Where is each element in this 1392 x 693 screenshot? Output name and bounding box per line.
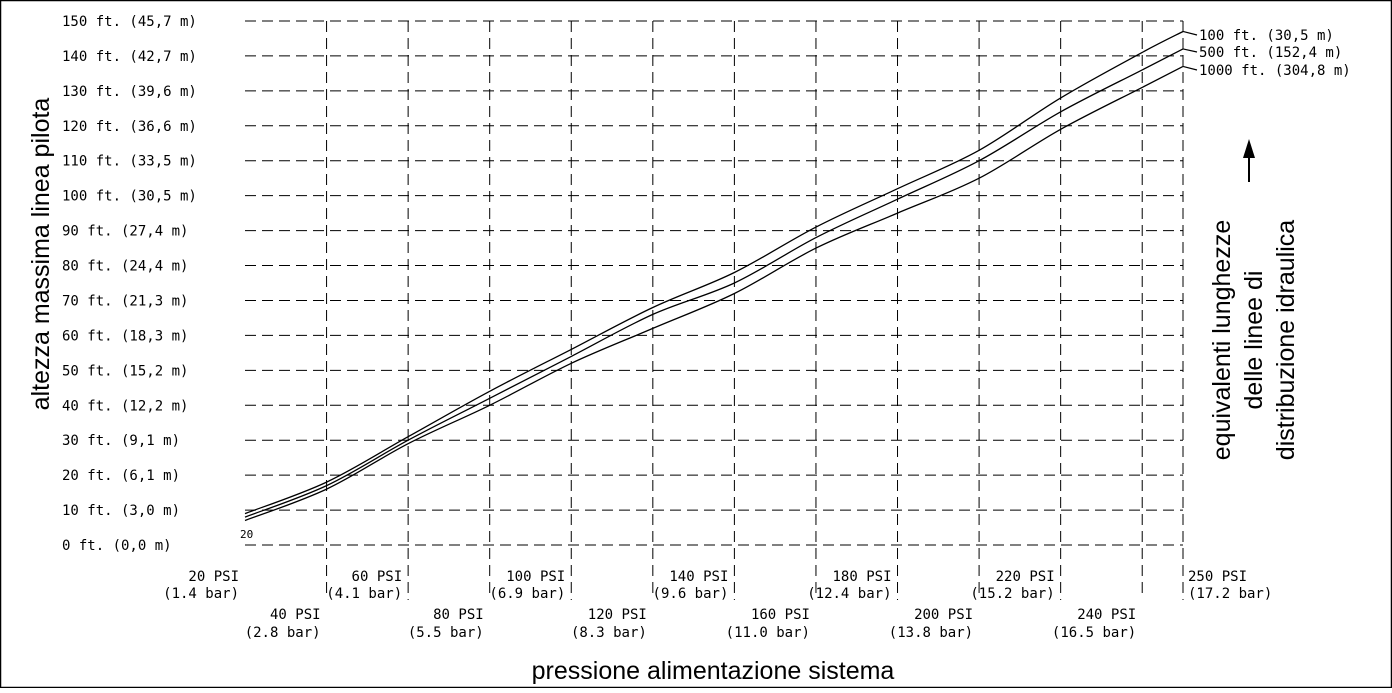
y-tick-label: 80 ft. (24,4 m) <box>62 259 188 275</box>
y-tick-labels: 0 ft. (0,0 m) 10 ft. (3,0 m) 20 ft. (6,1 m… <box>62 14 197 554</box>
legend-title-line-3: distribuzione idraulica <box>1272 220 1300 461</box>
y-tick-label: 50 ft. (15,2 m) <box>62 363 188 379</box>
x-axis-title: pressione alimentazione sistema <box>532 657 895 685</box>
legend-title: equivalenti lunghezze delle linee di dis… <box>1208 220 1300 461</box>
x-tick-sublabel: (4.1 bar) <box>326 586 402 602</box>
y-tick-label: 110 ft. (33,5 m) <box>62 154 197 170</box>
y-tick-label: 90 ft. (27,4 m) <box>62 224 188 240</box>
legend-leader-line <box>1182 65 1198 71</box>
x-tick-label: 40 PSI <box>270 607 321 623</box>
x-tick-label: 200 PSI <box>914 607 973 623</box>
x-tick-sublabel: (15.2 bar) <box>970 586 1054 602</box>
y-tick-label: 140 ft. (42,7 m) <box>62 49 197 65</box>
x-tick-label: 100 PSI <box>506 569 565 585</box>
x-tick-sublabel: (1.4 bar) <box>163 586 239 602</box>
series-line <box>244 48 1184 518</box>
legend-leader-line <box>1182 30 1198 36</box>
x-tick-labels: 20 PSI(1.4 bar) 60 PSI(4.1 bar) 100 PSI(6.… <box>163 569 1272 641</box>
y-tick-label: 100 ft. (30,5 m) <box>62 189 197 205</box>
x-tick-label: 220 PSI <box>996 569 1055 585</box>
x-tick-label: 80 PSI <box>433 607 484 623</box>
x-tick-label: 20 PSI <box>188 569 239 585</box>
y-tick-label: 70 ft. (21,3 m) <box>62 293 188 309</box>
legend: 100 ft. (30,5 m)500 ft. (152,4 m) 1000 ft… <box>1182 28 1351 79</box>
x-tick-label: 180 PSI <box>833 569 892 585</box>
x-tick-sublabel: (9.6 bar) <box>653 586 729 602</box>
x-tick-sublabel: (11.0 bar) <box>726 625 810 641</box>
legend-label: 500 ft. (152,4 m) <box>1199 45 1342 61</box>
y-tick-label: 60 ft. (18,3 m) <box>62 328 188 344</box>
y-tick-label: 10 ft. (3,0 m) <box>62 503 180 519</box>
series-line <box>244 65 1184 522</box>
series-lines <box>244 30 1184 522</box>
x-tick-sublabel: (2.8 bar) <box>245 625 321 641</box>
legend-leader-line <box>1182 48 1198 53</box>
y-axis-title: altezza massima linea pilota <box>27 98 55 411</box>
y-tick-label: 40 ft. (12,2 m) <box>62 398 188 414</box>
y-tick-label: 150 ft. (45,7 m) <box>62 14 197 30</box>
y-tick-label: 0 ft. (0,0 m) <box>62 538 172 554</box>
x-tick-label: 160 PSI <box>751 607 810 623</box>
series-line <box>244 30 1184 515</box>
x-tick-label: 140 PSI <box>669 569 728 585</box>
y-tick-label: 130 ft. (39,6 m) <box>62 84 197 100</box>
x-tick-sublabel: (17.2 bar) <box>1188 586 1272 602</box>
x-tick-label: 60 PSI <box>352 569 403 585</box>
y-tick-label: 30 ft. (9,1 m) <box>62 433 180 449</box>
x-tick-sublabel: (13.8 bar) <box>889 625 973 641</box>
x-tick-sublabel: (5.5 bar) <box>408 625 484 641</box>
legend-title-line-2: delle linee di <box>1240 271 1268 410</box>
x-tick-sublabel: (16.5 bar) <box>1052 625 1136 641</box>
x-tick-label: 240 PSI <box>1077 607 1136 623</box>
y-tick-label: 20 ft. (6,1 m) <box>62 468 180 484</box>
y-tick-label: 120 ft. (36,6 m) <box>62 119 197 135</box>
origin-marker: 20 <box>240 528 253 541</box>
up-arrow-icon <box>1243 139 1255 182</box>
x-tick-label: 250 PSI <box>1188 569 1247 585</box>
x-tick-sublabel: (6.9 bar) <box>489 586 565 602</box>
legend-label: 100 ft. (30,5 m) <box>1199 28 1334 44</box>
x-tick-sublabel: (8.3 bar) <box>571 625 647 641</box>
x-tick-label: 120 PSI <box>588 607 647 623</box>
x-tick-sublabel: (12.4 bar) <box>807 586 891 602</box>
legend-label: 1000 ft. (304,8 m) <box>1199 63 1351 79</box>
legend-title-line-1: equivalenti lunghezze <box>1208 220 1236 460</box>
grid <box>245 20 1184 600</box>
